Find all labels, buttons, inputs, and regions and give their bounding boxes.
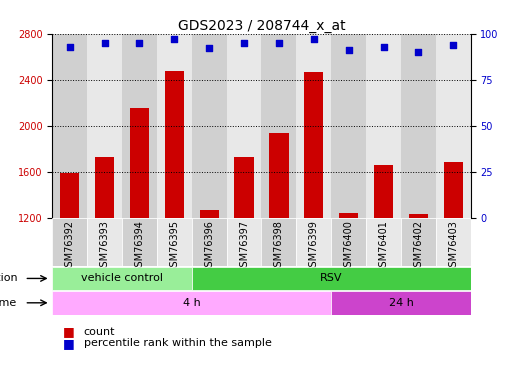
Text: GSM76400: GSM76400 <box>344 220 354 273</box>
Text: infection: infection <box>0 273 17 284</box>
Point <box>135 40 144 46</box>
Bar <box>122 217 157 266</box>
Bar <box>52 217 87 266</box>
Text: time: time <box>0 298 17 308</box>
Bar <box>401 217 436 266</box>
Text: GSM76402: GSM76402 <box>413 220 424 273</box>
Bar <box>52 291 331 315</box>
Point <box>100 40 109 46</box>
Bar <box>366 34 401 218</box>
Bar <box>192 267 471 290</box>
Bar <box>269 132 289 218</box>
Bar <box>165 70 184 217</box>
Text: 24 h: 24 h <box>389 298 413 308</box>
Bar <box>262 217 297 266</box>
Text: GSM76399: GSM76399 <box>309 220 319 273</box>
Bar <box>366 217 401 266</box>
Point <box>205 45 213 51</box>
Bar <box>304 72 323 217</box>
Text: percentile rank within the sample: percentile rank within the sample <box>84 338 271 348</box>
Text: count: count <box>84 327 115 337</box>
Bar <box>192 34 226 218</box>
Bar <box>331 217 366 266</box>
Bar <box>374 165 393 218</box>
Text: ■: ■ <box>63 326 74 338</box>
Bar <box>87 217 122 266</box>
Text: GSM76397: GSM76397 <box>239 220 249 273</box>
Bar <box>262 34 297 218</box>
Text: ■: ■ <box>63 337 74 350</box>
Point <box>275 40 283 46</box>
Text: RSV: RSV <box>320 273 343 284</box>
Bar <box>95 157 114 218</box>
Bar <box>157 217 192 266</box>
Bar <box>436 217 471 266</box>
Text: 4 h: 4 h <box>183 298 201 308</box>
Point <box>170 36 178 42</box>
Text: GSM76393: GSM76393 <box>99 220 110 273</box>
Text: GSM76392: GSM76392 <box>65 220 75 273</box>
Text: vehicle control: vehicle control <box>81 273 163 284</box>
Bar <box>192 217 226 266</box>
Point <box>310 36 318 42</box>
Point <box>345 47 353 53</box>
Text: GSM76394: GSM76394 <box>134 220 144 273</box>
Text: GSM76403: GSM76403 <box>448 220 458 273</box>
Bar <box>52 34 87 218</box>
Text: GSM76401: GSM76401 <box>379 220 389 273</box>
Bar <box>122 34 157 218</box>
Bar <box>401 34 436 218</box>
Bar <box>297 34 331 218</box>
Bar <box>331 34 366 218</box>
Bar <box>130 108 149 217</box>
Bar <box>234 157 254 218</box>
Bar <box>200 210 219 218</box>
Bar <box>52 267 192 290</box>
Text: GSM76395: GSM76395 <box>169 220 179 273</box>
Bar <box>226 34 262 218</box>
Point <box>449 42 458 48</box>
Text: GSM76398: GSM76398 <box>274 220 284 273</box>
Point <box>65 44 74 50</box>
Point <box>414 49 423 55</box>
Bar <box>444 162 463 218</box>
Bar <box>60 173 79 217</box>
Bar <box>226 217 262 266</box>
Title: GDS2023 / 208744_x_at: GDS2023 / 208744_x_at <box>178 19 345 33</box>
Bar <box>87 34 122 218</box>
Point <box>240 40 248 46</box>
Bar <box>331 291 471 315</box>
Bar <box>157 34 192 218</box>
Text: GSM76396: GSM76396 <box>204 220 214 273</box>
Bar <box>297 217 331 266</box>
Bar <box>436 34 471 218</box>
Point <box>379 44 388 50</box>
Bar <box>409 214 428 217</box>
Bar <box>339 213 358 217</box>
